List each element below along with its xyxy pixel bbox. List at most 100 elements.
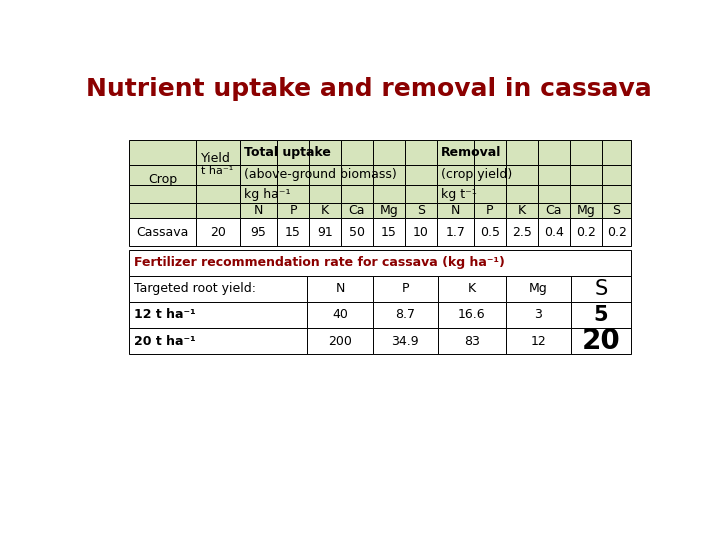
Bar xyxy=(373,328,438,354)
Text: Targeted root yield:: Targeted root yield: xyxy=(133,282,256,295)
Text: 40: 40 xyxy=(332,308,348,321)
Text: 34.9: 34.9 xyxy=(392,335,419,348)
Bar xyxy=(277,203,309,219)
Bar xyxy=(373,203,405,219)
Bar xyxy=(405,203,437,219)
Text: kg t⁻¹: kg t⁻¹ xyxy=(441,187,477,200)
Text: 50: 50 xyxy=(349,226,365,239)
Text: 200: 200 xyxy=(328,335,352,348)
Bar xyxy=(240,165,277,185)
Bar xyxy=(505,302,571,328)
Bar xyxy=(506,219,538,246)
Bar xyxy=(437,203,474,219)
Bar xyxy=(437,165,474,185)
Text: 20: 20 xyxy=(210,226,226,239)
Bar xyxy=(570,203,602,219)
Bar xyxy=(277,140,309,165)
Bar xyxy=(405,219,437,246)
Text: 1.7: 1.7 xyxy=(446,226,465,239)
Text: Ca: Ca xyxy=(348,204,365,217)
Text: 10: 10 xyxy=(413,226,429,239)
Bar xyxy=(129,165,196,185)
Bar xyxy=(240,140,277,165)
Bar xyxy=(129,185,196,203)
Bar xyxy=(196,203,240,219)
Text: 3: 3 xyxy=(534,308,542,321)
Text: 8.7: 8.7 xyxy=(395,308,415,321)
Text: kg ha⁻¹: kg ha⁻¹ xyxy=(244,187,291,200)
Bar xyxy=(538,219,570,246)
Bar xyxy=(307,328,373,354)
Bar xyxy=(474,203,506,219)
Text: Mg: Mg xyxy=(529,282,548,295)
Bar xyxy=(373,219,405,246)
Text: S: S xyxy=(613,204,621,217)
Bar xyxy=(373,185,405,203)
Text: P: P xyxy=(289,204,297,217)
Bar xyxy=(474,140,506,165)
Text: Mg: Mg xyxy=(379,204,398,217)
Text: K: K xyxy=(321,204,329,217)
Text: 91: 91 xyxy=(317,226,333,239)
Bar xyxy=(341,219,373,246)
Bar xyxy=(571,275,631,302)
Bar xyxy=(240,203,277,219)
Text: 2.5: 2.5 xyxy=(512,226,532,239)
Text: N: N xyxy=(253,204,264,217)
Text: K: K xyxy=(468,282,476,295)
Bar xyxy=(373,275,438,302)
Bar xyxy=(196,165,240,185)
Bar xyxy=(571,328,631,354)
Bar xyxy=(309,219,341,246)
Bar xyxy=(129,250,631,275)
Bar xyxy=(277,185,309,203)
Text: Ca: Ca xyxy=(546,204,562,217)
Text: 16.6: 16.6 xyxy=(458,308,485,321)
Text: 12 t ha⁻¹: 12 t ha⁻¹ xyxy=(133,308,195,321)
Bar xyxy=(129,203,196,219)
Bar xyxy=(506,165,538,185)
Bar xyxy=(538,203,570,219)
Text: 0.2: 0.2 xyxy=(576,226,596,239)
Bar xyxy=(196,185,240,203)
Text: 20 t ha⁻¹: 20 t ha⁻¹ xyxy=(133,335,195,348)
Text: Fertilizer recommendation rate for cassava (kg ha⁻¹): Fertilizer recommendation rate for cassa… xyxy=(133,256,505,269)
Bar xyxy=(538,165,570,185)
Bar xyxy=(438,275,505,302)
Text: 83: 83 xyxy=(464,335,480,348)
Bar xyxy=(277,219,309,246)
Bar xyxy=(129,219,196,246)
Text: N: N xyxy=(336,282,345,295)
Bar xyxy=(196,219,240,246)
Text: 0.2: 0.2 xyxy=(607,226,626,239)
Bar xyxy=(373,140,405,165)
Bar xyxy=(506,140,538,165)
Bar xyxy=(505,328,571,354)
Bar xyxy=(602,219,631,246)
Text: P: P xyxy=(486,204,494,217)
Bar xyxy=(437,140,474,165)
Text: 15: 15 xyxy=(285,226,301,239)
Bar xyxy=(309,203,341,219)
Bar xyxy=(437,185,474,203)
Text: Crop: Crop xyxy=(148,173,177,186)
Text: Cassava: Cassava xyxy=(136,226,189,239)
Bar xyxy=(602,165,631,185)
Text: Removal: Removal xyxy=(441,146,502,159)
Bar xyxy=(506,185,538,203)
Bar xyxy=(307,302,373,328)
Bar xyxy=(571,302,631,328)
Bar xyxy=(438,328,505,354)
Bar xyxy=(341,140,373,165)
Bar xyxy=(129,275,307,302)
Text: 5: 5 xyxy=(594,305,608,325)
Bar xyxy=(309,185,341,203)
Bar xyxy=(474,185,506,203)
Bar xyxy=(341,203,373,219)
Bar xyxy=(570,185,602,203)
Text: 0.4: 0.4 xyxy=(544,226,564,239)
Bar xyxy=(405,185,437,203)
Bar xyxy=(474,165,506,185)
Bar xyxy=(437,219,474,246)
Text: N: N xyxy=(451,204,460,217)
